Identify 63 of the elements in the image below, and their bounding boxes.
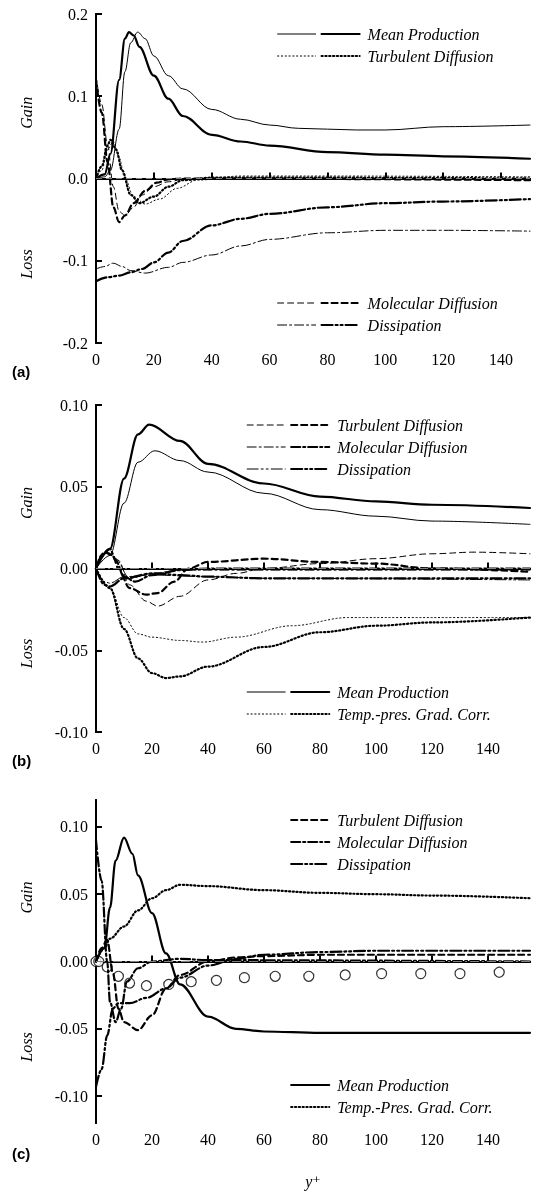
x-tick-label: 120: [420, 1130, 444, 1148]
x-tick-label: 20: [144, 739, 160, 757]
legend-label: Dissipation: [336, 855, 411, 874]
x-tick-label: 40: [203, 350, 220, 368]
x-tick-label: 20: [144, 1130, 160, 1148]
x-tick-label: 0: [92, 350, 100, 368]
x-tick-label: 60: [256, 739, 272, 757]
text: Gain: [17, 487, 35, 520]
legend-label: Mean Production: [366, 25, 480, 43]
x-tick-label: 80: [319, 350, 336, 368]
text: (a): [12, 362, 31, 380]
text: Loss: [17, 1032, 35, 1063]
legend-label: Turbulent Diffusion: [367, 47, 494, 66]
y-tick-label: 0.05: [60, 885, 88, 903]
x-tick-label: 80: [312, 1130, 328, 1148]
y-tick-label: -0.10: [54, 1087, 88, 1105]
text: Loss: [17, 638, 35, 670]
x-tick-label: 100: [373, 350, 398, 368]
legend-label: Molecular Diffusion: [336, 438, 468, 457]
x-tick-label: 40: [200, 1130, 216, 1148]
legend-label: Temp.-Pres. Grad. Corr.: [337, 1098, 493, 1117]
y-tick-label: -0.2: [62, 334, 88, 352]
legend-label: Turbulent Diffusion: [337, 416, 463, 435]
x-tick-label: 60: [256, 1130, 272, 1148]
text: (c): [12, 1144, 31, 1162]
y-tick-label: 0.00: [60, 953, 88, 970]
x-tick-label: 60: [261, 350, 278, 368]
x-tick-label: 80: [312, 739, 328, 757]
text: Gain: [17, 881, 35, 914]
x-tick-label: 40: [200, 739, 216, 757]
x-tick-label: 100: [364, 739, 388, 757]
legend-label: Dissipation: [336, 460, 411, 479]
y-tick-label: 0.0: [68, 170, 88, 187]
y-tick-label: 0.10: [60, 818, 88, 836]
y-tick-label: -0.10: [54, 723, 88, 741]
x-tick-label: 0: [92, 739, 100, 757]
legend-label: Mean Production: [336, 683, 450, 701]
x-tick-label: 100: [364, 1130, 388, 1148]
legend-label: Mean Production: [336, 1076, 450, 1094]
x-tick-label: 120: [420, 739, 444, 757]
text: Gain: [17, 96, 35, 129]
y-tick-label: 0.00: [60, 560, 88, 577]
y-tick-label: 0.1: [68, 87, 88, 105]
y-tick-label: 0.05: [60, 478, 88, 496]
legend-label: Turbulent Diffusion: [337, 811, 463, 830]
x-tick-label: 0: [92, 1130, 100, 1148]
x-tick-label: 140: [476, 1130, 500, 1148]
y-tick-label: 0.10: [60, 396, 88, 414]
y-tick-label: -0.05: [54, 641, 88, 659]
x-tick-label: 120: [431, 350, 456, 368]
legend-label: Molecular Diffusion: [336, 833, 468, 852]
y-tick-label: -0.1: [62, 252, 88, 270]
text: (b): [12, 751, 32, 769]
legend-label: Molecular Diffusion: [366, 294, 498, 313]
legend-label: Dissipation: [366, 316, 442, 335]
x-axis-title: y⁺: [303, 1172, 321, 1191]
x-tick-label: 20: [145, 350, 162, 368]
y-tick-label: 0.2: [68, 5, 88, 23]
x-tick-label: 140: [489, 350, 514, 368]
x-tick-label: 140: [476, 739, 500, 757]
legend-label: Temp.-pres. Grad. Corr.: [337, 705, 491, 724]
y-tick-label: -0.05: [54, 1020, 88, 1038]
text: Loss: [17, 249, 35, 280]
